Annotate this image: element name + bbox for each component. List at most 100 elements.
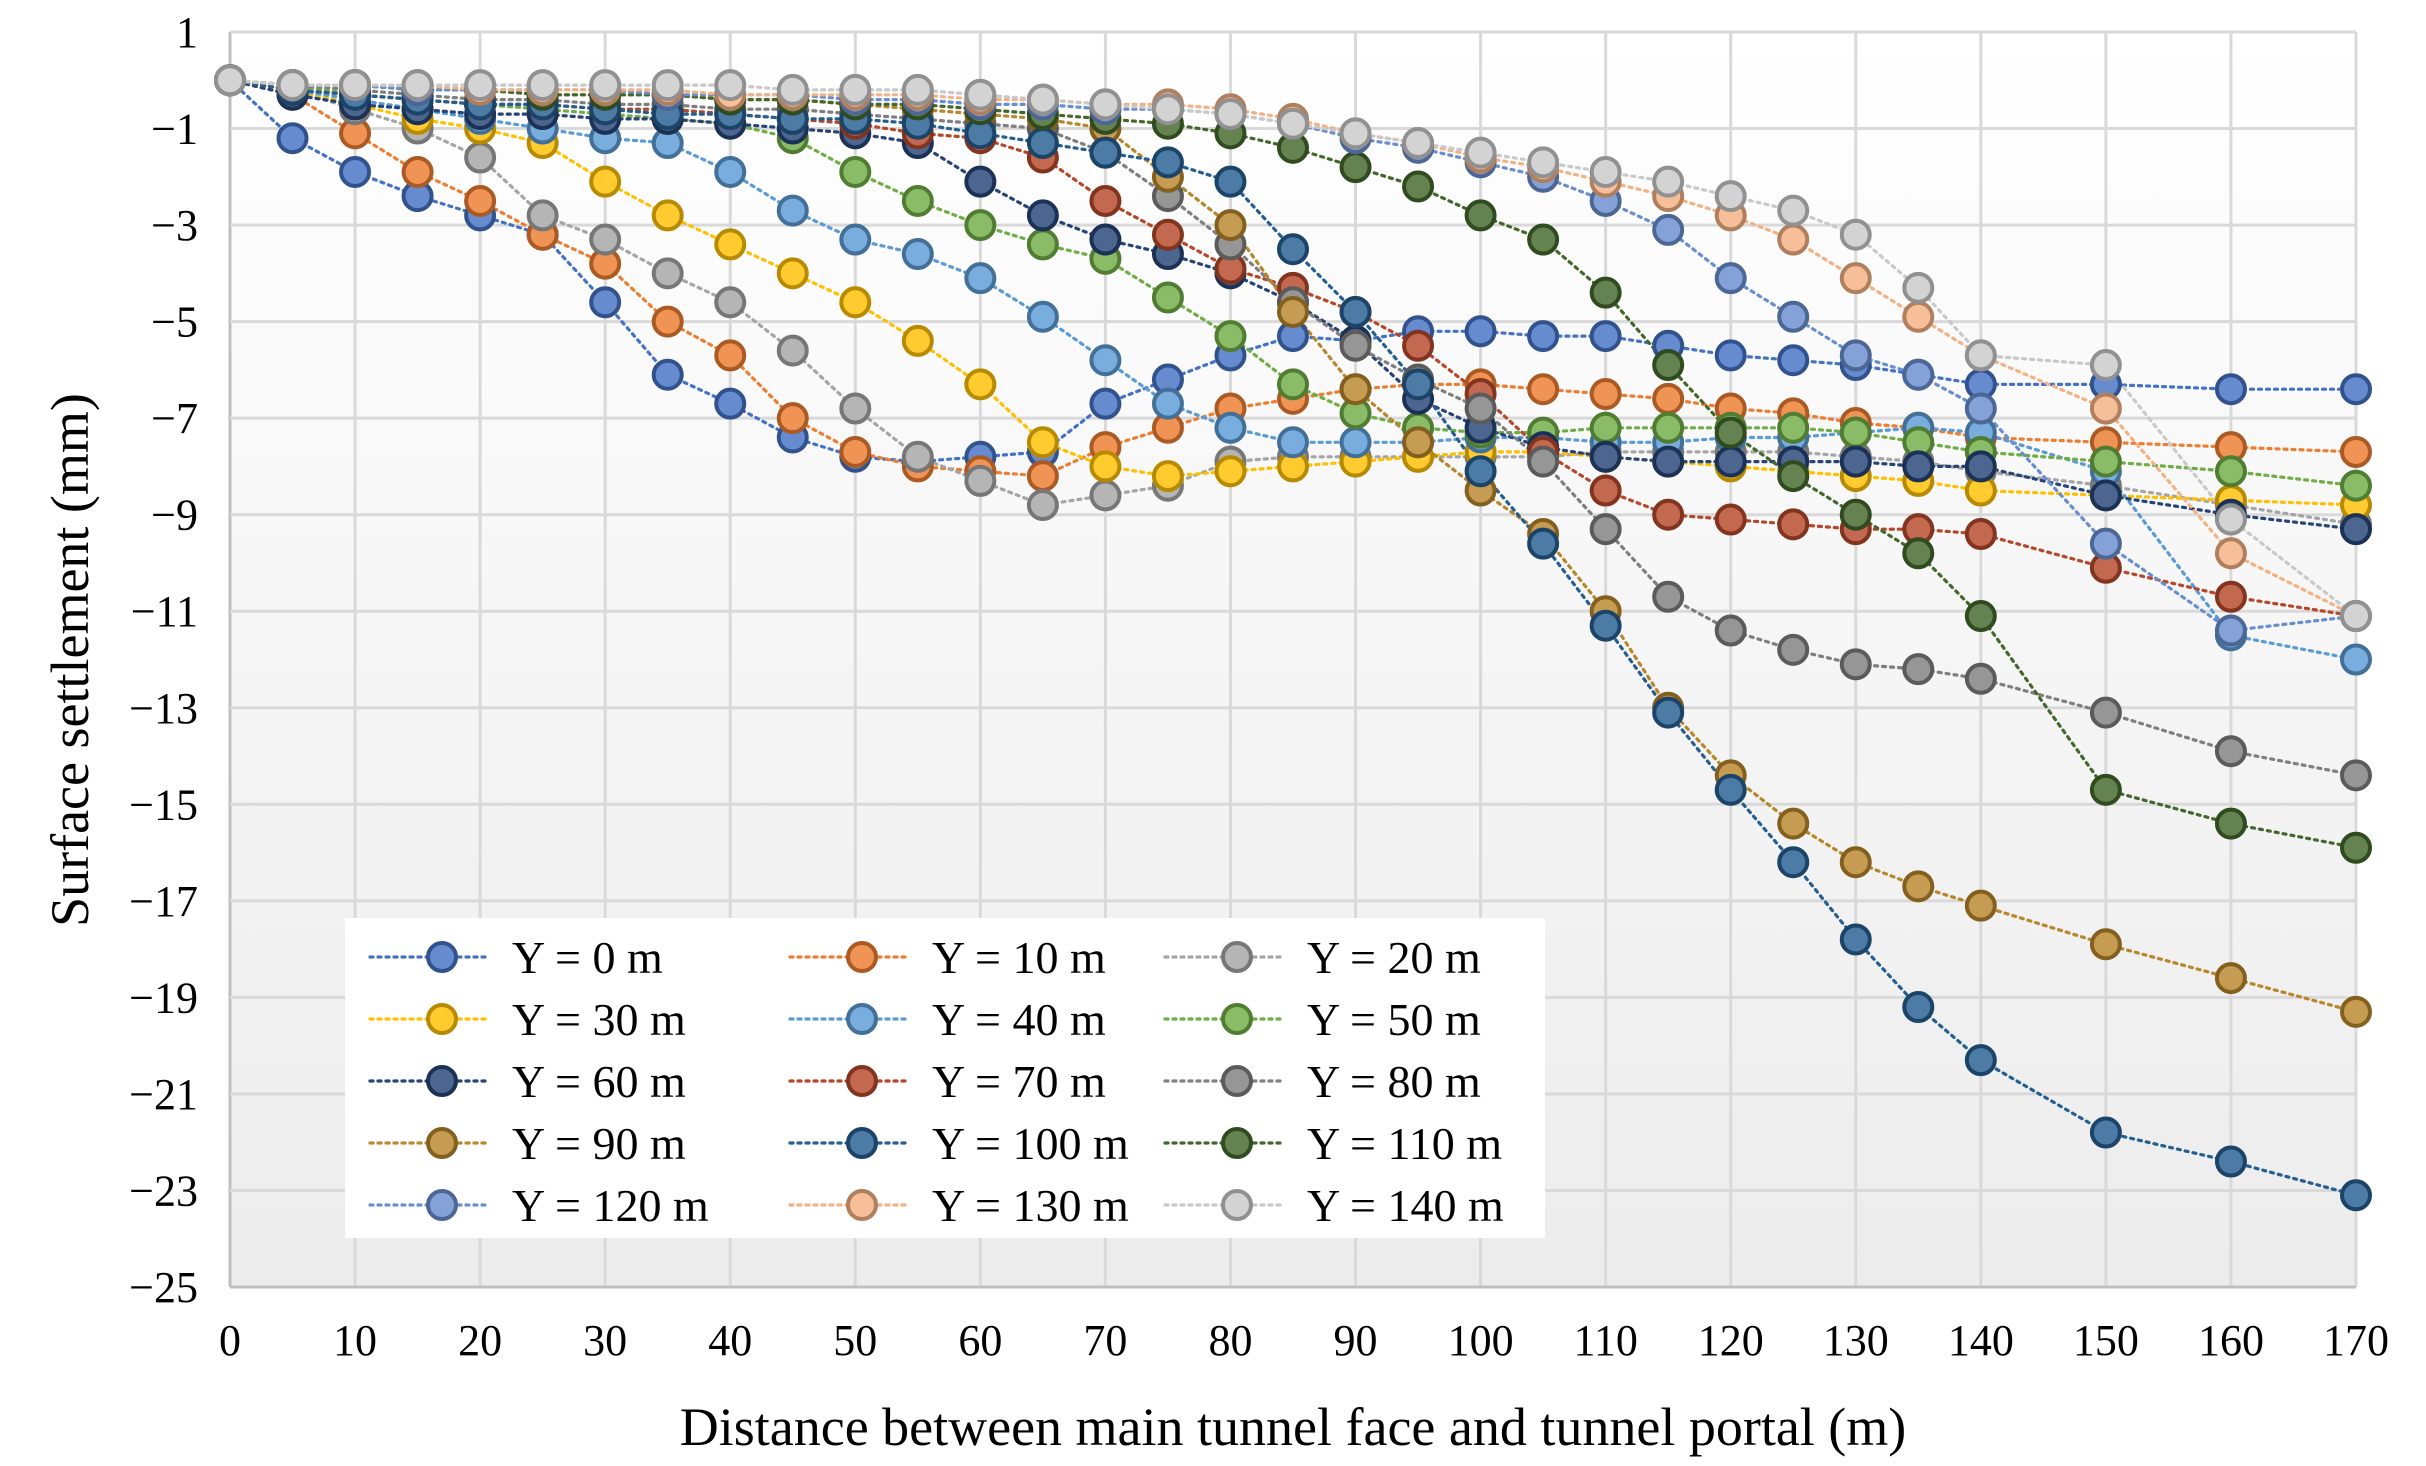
legend-item: Y = 20 m bbox=[1163, 932, 1481, 983]
data-point bbox=[1839, 846, 1872, 879]
data-point bbox=[1714, 262, 1747, 295]
data-point bbox=[1714, 416, 1747, 449]
x-tick-label: 110 bbox=[1573, 1316, 1637, 1365]
data-point bbox=[651, 257, 684, 290]
data-point bbox=[1839, 923, 1872, 956]
data-point bbox=[1089, 184, 1122, 217]
data-point bbox=[2340, 1179, 2372, 1212]
data-point bbox=[1777, 411, 1810, 444]
legend-marker bbox=[846, 1127, 878, 1159]
y-tick-label: −13 bbox=[129, 684, 198, 733]
data-point bbox=[276, 69, 309, 102]
data-point bbox=[1026, 199, 1059, 232]
legend-item: Y = 130 m bbox=[788, 1180, 1129, 1231]
x-axis-title: Distance between main tunnel face and tu… bbox=[680, 1397, 1907, 1457]
legend-marker bbox=[426, 941, 458, 973]
legend-marker bbox=[1221, 941, 1253, 973]
data-point bbox=[464, 141, 497, 174]
data-point bbox=[1839, 498, 1872, 531]
legend-label: Y = 120 m bbox=[512, 1180, 709, 1231]
data-point bbox=[214, 64, 246, 97]
x-tick-label: 150 bbox=[2073, 1316, 2139, 1365]
data-point bbox=[964, 368, 997, 401]
data-point bbox=[839, 392, 872, 425]
data-point bbox=[1589, 155, 1622, 188]
data-point bbox=[2214, 807, 2247, 840]
data-point bbox=[901, 238, 934, 271]
y-tick-label: −5 bbox=[151, 298, 198, 347]
data-point bbox=[2214, 614, 2247, 647]
data-point bbox=[464, 69, 497, 102]
data-point bbox=[1589, 513, 1622, 546]
data-point bbox=[1902, 653, 1935, 686]
data-point bbox=[2089, 696, 2122, 729]
data-point bbox=[2214, 1145, 2247, 1178]
x-tick-label: 60 bbox=[958, 1316, 1002, 1365]
legend: Y = 0 m Y = 10 m Y = 20 m Y = 30 m Y = 40 m Y… bbox=[368, 932, 1504, 1231]
data-point bbox=[1964, 450, 1997, 483]
legend-label: Y = 90 m bbox=[512, 1118, 686, 1169]
data-point bbox=[1589, 474, 1622, 507]
legend-item: Y = 60 m bbox=[368, 1056, 686, 1107]
data-point bbox=[839, 155, 872, 188]
data-point bbox=[1902, 300, 1935, 333]
data-point bbox=[1589, 609, 1622, 642]
data-point bbox=[1339, 373, 1372, 406]
data-point bbox=[1589, 276, 1622, 309]
legend-item: Y = 100 m bbox=[788, 1118, 1129, 1169]
data-point bbox=[1652, 445, 1685, 478]
legend-marker bbox=[1221, 1065, 1253, 1097]
data-point bbox=[1902, 991, 1935, 1024]
data-point bbox=[1151, 281, 1184, 314]
data-point bbox=[339, 155, 372, 188]
data-point bbox=[1402, 329, 1435, 362]
data-point bbox=[2340, 831, 2372, 864]
legend-label: Y = 60 m bbox=[512, 1056, 686, 1107]
data-point bbox=[1277, 295, 1309, 328]
data-point bbox=[1902, 358, 1935, 391]
x-tick-label: 10 bbox=[333, 1316, 377, 1365]
data-point bbox=[1214, 209, 1247, 242]
data-point bbox=[1214, 98, 1247, 131]
legend-item: Y = 10 m bbox=[788, 932, 1106, 983]
data-point bbox=[901, 73, 934, 106]
data-point bbox=[2340, 759, 2372, 792]
data-point bbox=[2089, 445, 2122, 478]
data-point bbox=[526, 199, 559, 232]
y-tick-label: −3 bbox=[151, 201, 198, 250]
legend-label: Y = 130 m bbox=[932, 1180, 1129, 1231]
data-point bbox=[1214, 411, 1247, 444]
data-point bbox=[276, 122, 309, 155]
data-point bbox=[1339, 117, 1372, 150]
legend-item: Y = 40 m bbox=[788, 994, 1106, 1045]
x-tick-label: 170 bbox=[2323, 1316, 2389, 1365]
data-point bbox=[964, 165, 997, 198]
data-point bbox=[1777, 508, 1810, 541]
data-point bbox=[1964, 600, 1997, 633]
data-point bbox=[1714, 614, 1747, 647]
y-tick-label: −21 bbox=[129, 1070, 198, 1119]
legend-label: Y = 20 m bbox=[1307, 932, 1481, 983]
legend-label: Y = 10 m bbox=[932, 932, 1106, 983]
data-point bbox=[1652, 411, 1685, 444]
data-point bbox=[1527, 320, 1560, 353]
data-point bbox=[714, 286, 747, 319]
legend-label: Y = 50 m bbox=[1307, 994, 1481, 1045]
data-point bbox=[1589, 378, 1622, 411]
data-point bbox=[1714, 445, 1747, 478]
data-point bbox=[651, 358, 684, 391]
data-point bbox=[1464, 315, 1497, 348]
data-point bbox=[1777, 300, 1810, 333]
data-point bbox=[714, 387, 747, 420]
legend-label: Y = 40 m bbox=[932, 994, 1106, 1045]
data-point bbox=[1839, 445, 1872, 478]
data-point bbox=[776, 73, 809, 106]
data-point bbox=[776, 194, 809, 227]
legend-marker bbox=[846, 1003, 878, 1035]
data-point bbox=[1777, 460, 1810, 493]
legend-marker bbox=[846, 1065, 878, 1097]
data-point bbox=[1777, 633, 1810, 666]
data-point bbox=[901, 324, 934, 357]
legend-item: Y = 30 m bbox=[368, 994, 686, 1045]
data-point bbox=[1026, 83, 1059, 116]
